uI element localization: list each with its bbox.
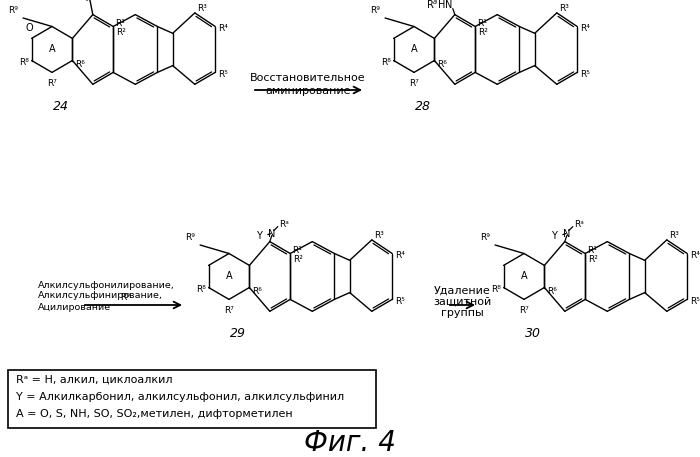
Text: R⁸: R⁸ — [196, 285, 206, 294]
Text: R¹: R¹ — [587, 246, 597, 255]
Text: A: A — [225, 271, 232, 282]
Text: A = O, S, NH, SO, SO₂,метилен, дифторметилен: A = O, S, NH, SO, SO₂,метилен, дифтормет… — [16, 409, 293, 419]
Text: R⁹: R⁹ — [370, 5, 380, 15]
Text: Rᵃ: Rᵃ — [279, 220, 288, 229]
Text: Удаление: Удаление — [433, 286, 491, 296]
Text: Rᵃ: Rᵃ — [574, 220, 584, 229]
Text: R⁶: R⁶ — [253, 287, 262, 296]
Text: Y = Алкилкарбонил, алкилсульфонил, алкилсульфинил: Y = Алкилкарбонил, алкилсульфонил, алкил… — [16, 392, 344, 402]
Text: Y: Y — [256, 231, 262, 240]
Text: R⁸: R⁸ — [19, 58, 29, 67]
Text: аминирование: аминирование — [265, 86, 351, 96]
Text: R⁵: R⁵ — [395, 297, 405, 306]
Text: A: A — [411, 44, 417, 54]
Text: R⁹: R⁹ — [185, 233, 195, 242]
Text: R⁵: R⁵ — [218, 70, 228, 79]
Text: R⁷: R⁷ — [224, 306, 234, 315]
Text: R⁴: R⁴ — [218, 24, 228, 33]
Text: A: A — [49, 44, 55, 54]
Text: Фиг. 4: Фиг. 4 — [304, 429, 396, 457]
Text: R²: R² — [478, 28, 488, 37]
Text: R⁷: R⁷ — [47, 80, 57, 88]
Text: R⁸: R⁸ — [491, 285, 500, 294]
Text: R²: R² — [116, 28, 126, 37]
Text: Ацилирование: Ацилирование — [38, 303, 111, 312]
Text: N: N — [268, 228, 276, 239]
Text: R$^a$HN: R$^a$HN — [426, 0, 453, 11]
Text: R⁶: R⁶ — [438, 60, 447, 69]
Text: Алкилсульфонилирование,: Алкилсульфонилирование, — [38, 281, 175, 289]
Text: R⁶: R⁶ — [76, 60, 85, 69]
Text: R⁷: R⁷ — [519, 306, 529, 315]
Text: защитной: защитной — [433, 297, 491, 307]
Text: R⁹: R⁹ — [480, 233, 490, 242]
Text: R⁹: R⁹ — [8, 5, 18, 15]
Text: Y: Y — [551, 231, 556, 240]
Text: 28: 28 — [414, 100, 430, 113]
Text: R⁴: R⁴ — [690, 251, 700, 260]
Text: R⁴: R⁴ — [395, 251, 405, 260]
Text: R³: R³ — [559, 5, 568, 13]
Text: R³: R³ — [197, 5, 206, 13]
Text: R³: R³ — [374, 231, 384, 240]
Text: Восстановительное: Восстановительное — [250, 73, 366, 83]
Text: R²: R² — [293, 255, 303, 264]
Text: Rᵃ = H, алкил, циклоалкил: Rᵃ = H, алкил, циклоалкил — [16, 375, 172, 385]
Text: R²: R² — [588, 255, 598, 264]
Text: O: O — [26, 23, 34, 33]
Text: R⁵: R⁵ — [690, 297, 700, 306]
Text: 29: 29 — [230, 327, 246, 340]
Text: группы: группы — [440, 308, 484, 318]
Text: R¹: R¹ — [477, 19, 487, 28]
Text: 24: 24 — [52, 100, 69, 113]
Text: R⁷: R⁷ — [409, 80, 419, 88]
Text: R⁴: R⁴ — [580, 24, 590, 33]
Text: R⁸: R⁸ — [381, 58, 391, 67]
Text: N: N — [563, 228, 570, 239]
Text: R⁵: R⁵ — [580, 70, 590, 79]
Text: R⁶: R⁶ — [547, 287, 557, 296]
Text: Алкилсульфинирование,: Алкилсульфинирование, — [38, 292, 163, 301]
Text: A: A — [521, 271, 527, 282]
Text: 30: 30 — [524, 327, 540, 340]
Text: R⁹: R⁹ — [120, 293, 130, 303]
Bar — [8, 370, 376, 428]
Text: R¹: R¹ — [292, 246, 302, 255]
Text: R¹: R¹ — [116, 19, 125, 28]
Text: R³: R³ — [668, 231, 679, 240]
